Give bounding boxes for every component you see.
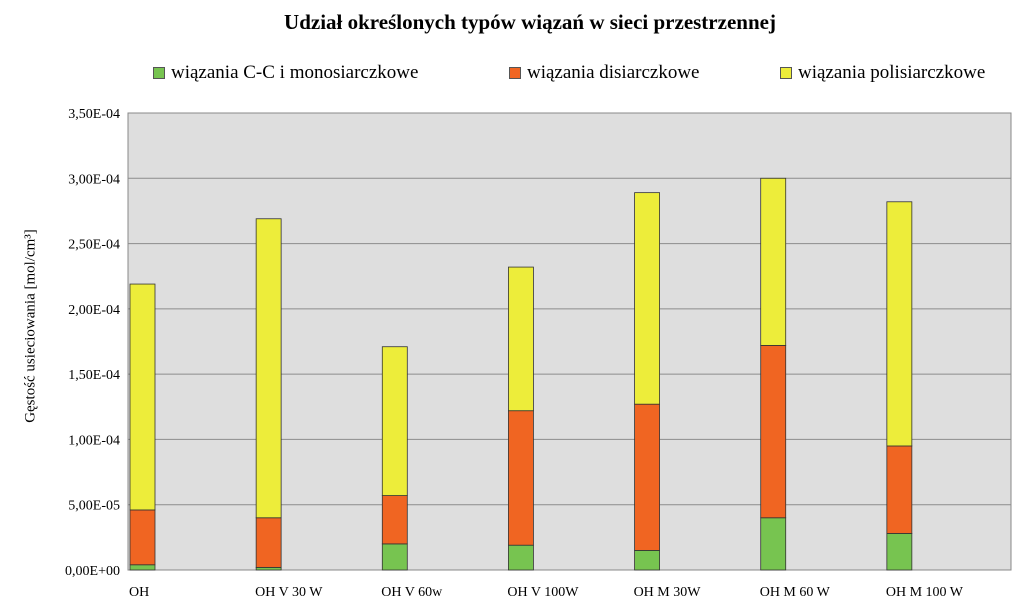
legend-item-polysulfide: wiązania polisiarczkowe bbox=[780, 62, 985, 84]
legend-label-disulfide: wiązania disiarczkowe bbox=[527, 62, 700, 83]
bar-segment-2 bbox=[634, 192, 660, 405]
legend-swatch-polysulfide bbox=[780, 67, 792, 79]
bar-segment-2 bbox=[886, 201, 913, 447]
bar-segment-0 bbox=[508, 544, 534, 571]
x-tick-label: OH M 100 W bbox=[886, 585, 964, 600]
y-tick-label: 5,00E-05 bbox=[68, 499, 120, 514]
bar-segment-1 bbox=[129, 509, 156, 566]
y-tick-label: 1,50E-04 bbox=[68, 368, 120, 383]
y-tick-label: 3,50E-04 bbox=[68, 107, 120, 122]
y-tick-label: 2,00E-04 bbox=[68, 303, 120, 318]
bar-segment-1 bbox=[634, 403, 660, 551]
bar-segment-2 bbox=[508, 266, 534, 412]
bar-segment-1 bbox=[508, 410, 534, 546]
x-tick-label: OH bbox=[129, 585, 149, 600]
legend-label-cc: wiązania C-C i monosiarczkowe bbox=[171, 62, 419, 83]
x-tick-label: OH M 60 W bbox=[760, 585, 831, 600]
bar-segment-2 bbox=[381, 346, 408, 496]
legend-swatch-disulfide bbox=[509, 67, 521, 79]
bar-segment-2 bbox=[760, 177, 787, 346]
legend-swatch-cc bbox=[153, 67, 165, 79]
bar-segment-0 bbox=[381, 543, 408, 571]
bar-segment-1 bbox=[255, 517, 282, 568]
y-tick-label: 3,00E-04 bbox=[68, 172, 120, 187]
y-tick-label: 1,00E-04 bbox=[68, 433, 120, 448]
bar-segment-1 bbox=[760, 345, 787, 519]
chart-title: Udział określonych typów wiązań w sieci … bbox=[284, 10, 776, 34]
bar-segment-0 bbox=[886, 533, 913, 571]
legend-label-polysulfide: wiązania polisiarczkowe bbox=[798, 62, 986, 83]
x-tick-label: OH V 100W bbox=[507, 585, 579, 600]
x-tick-label: OH V 30 W bbox=[255, 585, 323, 600]
bar-segment-0 bbox=[634, 550, 660, 571]
y-tick-label: 0,00E+00 bbox=[65, 564, 120, 579]
legend-item-cc: wiązania C-C i monosiarczkowe bbox=[153, 62, 418, 84]
bar-segment-2 bbox=[255, 218, 282, 519]
y-tick-label: 2,50E-04 bbox=[68, 238, 120, 253]
x-tick-label: OH M 30W bbox=[634, 585, 702, 600]
bar-segment-0 bbox=[129, 564, 156, 571]
bar-segment-1 bbox=[381, 495, 408, 545]
bar-segment-0 bbox=[760, 517, 787, 571]
legend: wiązania C-C i monosiarczkowe wiązania d… bbox=[0, 62, 1024, 86]
x-tick-label: OH V 60w bbox=[381, 585, 443, 600]
bar-segment-2 bbox=[129, 283, 156, 511]
legend-item-disulfide: wiązania disiarczkowe bbox=[509, 62, 700, 84]
bar-segment-1 bbox=[886, 445, 913, 534]
